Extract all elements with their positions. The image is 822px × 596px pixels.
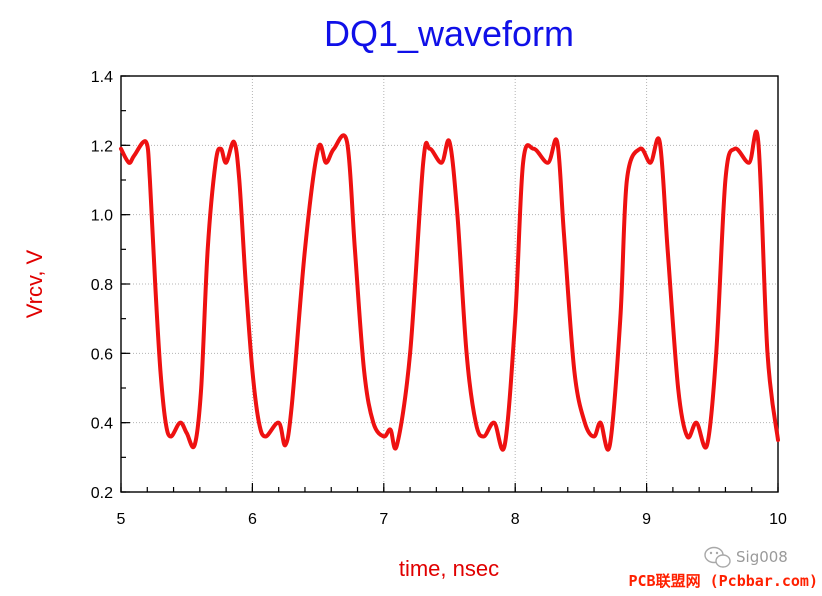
y-tick-label: 1.4: [91, 69, 113, 86]
chart-title: DQ1_waveform: [324, 13, 574, 54]
y-tick-label: 0.4: [91, 416, 113, 433]
tick-labels: 5 6 7 8 9 10 0.2 0.4 0.6 0.8 1.0 1.2 1.4: [91, 69, 787, 528]
watermark-account: Sig008: [736, 548, 788, 566]
series-layer: [119, 129, 780, 452]
y-tick-label: 1.0: [91, 208, 113, 225]
x-tick-label: 8: [511, 511, 520, 528]
watermark-footer: PCB联盟网 (Pcbbar.com): [629, 572, 819, 590]
x-tick-label: 5: [117, 511, 126, 528]
x-tick-label: 6: [248, 511, 257, 528]
axis-ticks: [120, 75, 779, 493]
y-tick-label: 0.2: [91, 485, 113, 502]
y-tick-label: 0.6: [91, 346, 113, 363]
y-tick-label: 1.2: [91, 138, 113, 155]
plot-frame: [120, 75, 779, 493]
x-tick-label: 9: [642, 511, 651, 528]
x-tick-label: 10: [769, 511, 787, 528]
y-tick-label: 0.8: [91, 277, 113, 294]
wechat-icon: [704, 546, 731, 568]
x-tick-label: 7: [379, 511, 388, 528]
x-axis-label: time, nsec: [399, 556, 499, 581]
y-axis-label: Vrcv, V: [22, 249, 47, 318]
series-line: [119, 129, 780, 452]
grid: [121, 76, 778, 492]
